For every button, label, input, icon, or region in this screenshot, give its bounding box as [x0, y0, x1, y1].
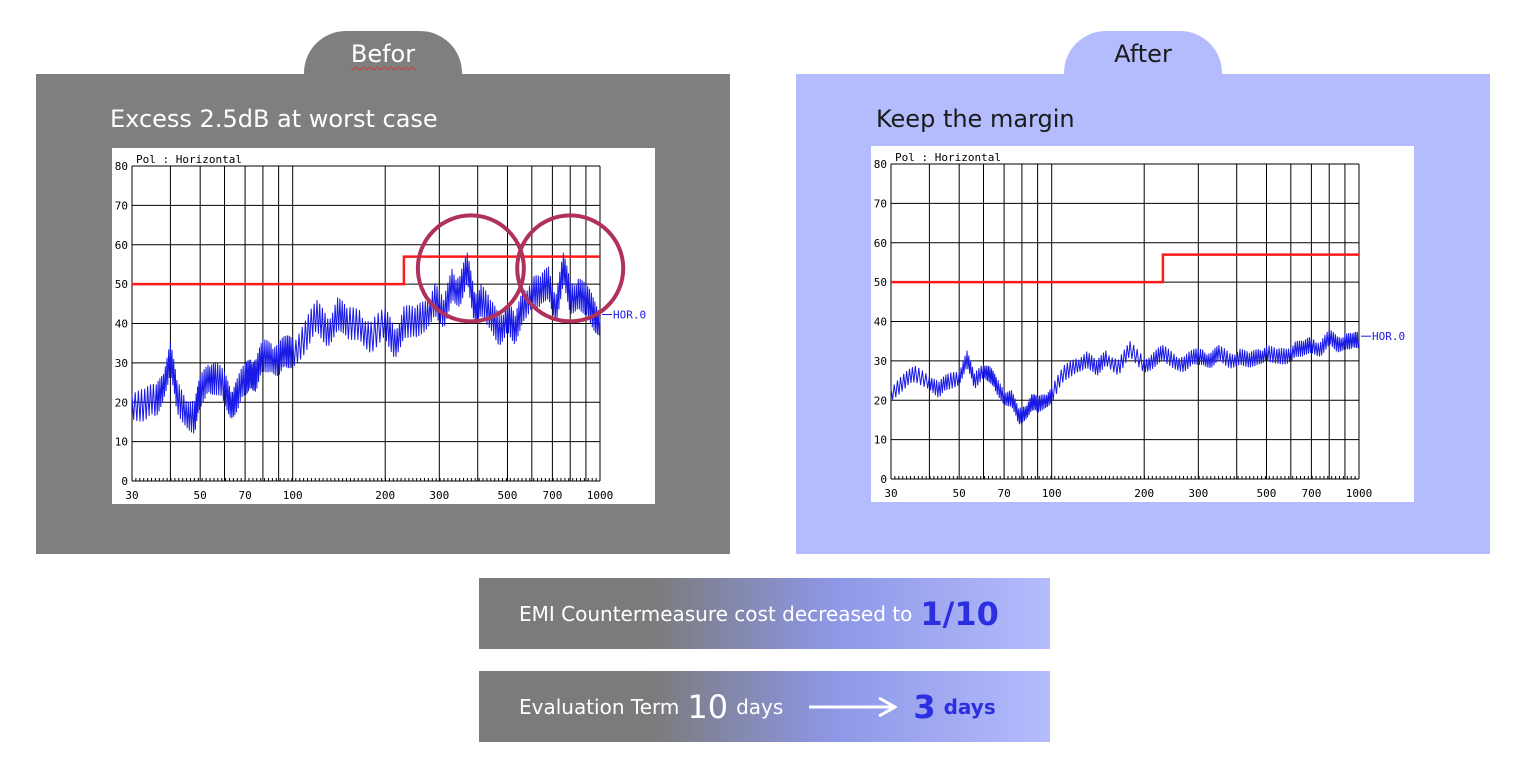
after-panel: Keep the margin 30 50 70 100 200 300 500 700 100… [796, 74, 1490, 554]
x-tick-label: 100 [283, 489, 303, 502]
trace-hor0 [131, 252, 601, 434]
chart-grid [131, 165, 601, 482]
y-tick-label: 30 [115, 357, 128, 370]
x-tick-label: 500 [498, 489, 518, 502]
y-tick-label: 70 [115, 199, 128, 212]
before-chart-box: 30 50 70 100 200 300 500 700 1000 0 10 20 30 40 50 60 70… [112, 148, 655, 504]
cost-summary-value: 1/10 [920, 594, 999, 633]
after-emi-chart: 30 50 70 100 200 300 500 700 1000 0 10 20 30 40 50 60 70… [874, 151, 1405, 500]
after-chart-box: 30 50 70 100 200 300 500 700 1000 0 10 20 30 40 50 60 70… [871, 146, 1414, 502]
limit-line [132, 255, 600, 286]
y-tick-label: 10 [874, 434, 887, 447]
x-tick-label: 70 [238, 489, 251, 502]
x-tick-label: 50 [194, 489, 207, 502]
after-panel-title: Keep the margin [876, 105, 1075, 133]
term-new-unit: days [943, 694, 996, 719]
y-tick-label: 50 [874, 276, 887, 289]
highlight-circle [415, 213, 526, 324]
series-label-hor0: HOR.0 [613, 309, 646, 322]
highlight-circle [515, 213, 626, 324]
x-tick-label: 700 [542, 489, 562, 502]
y-tick-label: 20 [874, 394, 887, 407]
before-panel-title: Excess 2.5dB at worst case [110, 105, 438, 133]
term-summary-banner: Evaluation Term 10 days 3 days [479, 671, 1050, 742]
before-tab: Befor [304, 31, 462, 77]
x-tick-label: 1000 [1346, 487, 1373, 500]
cost-summary-text: EMI Countermeasure cost decreased to [519, 601, 913, 626]
term-old-value: 10 [687, 687, 729, 726]
y-tick-label: 0 [121, 475, 128, 488]
before-emi-chart: 30 50 70 100 200 300 500 700 1000 0 10 20 30 40 50 60 70… [115, 153, 646, 502]
y-tick-label: 70 [874, 197, 887, 210]
trace-hor0 [890, 329, 1360, 425]
y-tick-label: 30 [874, 355, 887, 368]
arrow-right-icon [809, 696, 898, 717]
term-summary-label: Evaluation Term [519, 694, 680, 719]
chart-title: Pol : Horizontal [136, 153, 242, 166]
before-tab-label: Befor [350, 40, 416, 68]
x-tick-label: 30 [884, 487, 897, 500]
y-tick-label: 10 [115, 436, 128, 449]
x-tick-label: 700 [1301, 487, 1321, 500]
x-tick-label: 30 [125, 489, 138, 502]
x-tick-label: 300 [1188, 487, 1208, 500]
y-tick-label: 40 [115, 318, 128, 331]
y-tick-label: 50 [115, 278, 128, 291]
x-tick-label: 50 [953, 487, 966, 500]
x-tick-label: 1000 [587, 489, 614, 502]
y-tick-label: 20 [115, 396, 128, 409]
after-tab-label: After [1114, 40, 1172, 68]
x-tick-label: 300 [429, 489, 449, 502]
limit-line [891, 253, 1359, 284]
term-new-value: 3 [913, 687, 936, 726]
y-tick-label: 80 [115, 160, 128, 173]
after-tab: After [1064, 31, 1222, 77]
series-label-hor0: HOR.0 [1372, 330, 1405, 343]
x-tick-label: 200 [1134, 487, 1154, 500]
term-old-unit: days [736, 694, 784, 719]
x-tick-label: 100 [1042, 487, 1062, 500]
x-tick-label: 200 [375, 489, 395, 502]
before-panel: Excess 2.5dB at worst case 30 50 70 100 200 3… [36, 74, 730, 554]
y-tick-label: 40 [874, 316, 887, 329]
chart-grid [890, 163, 1360, 480]
chart-title: Pol : Horizontal [895, 151, 1001, 164]
y-tick-label: 60 [115, 239, 128, 252]
x-tick-label: 500 [1257, 487, 1277, 500]
y-tick-label: 60 [874, 237, 887, 250]
x-tick-label: 70 [997, 487, 1010, 500]
cost-summary-banner: EMI Countermeasure cost decreased to 1/1… [479, 578, 1050, 649]
y-tick-label: 80 [874, 158, 887, 171]
y-tick-label: 0 [880, 473, 887, 486]
